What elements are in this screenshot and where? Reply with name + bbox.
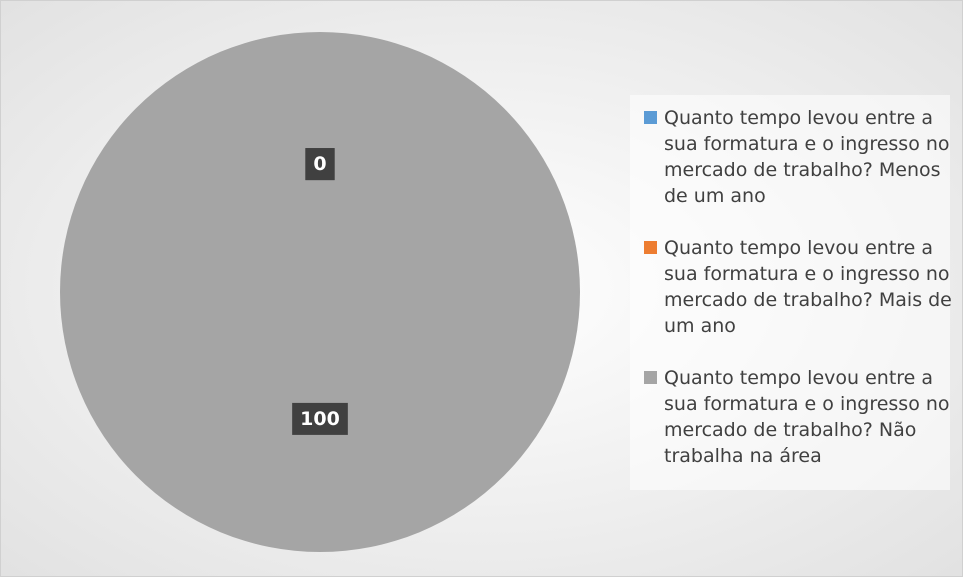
legend-label: Quanto tempo levou entre a sua formatura… [664, 107, 950, 207]
legend: Quanto tempo levou entre a sua formatura… [630, 95, 952, 490]
data-label-box [305, 148, 335, 181]
data-labels: 00100 [292, 148, 348, 435]
data-label: 100 [300, 408, 340, 430]
legend-label: Quanto tempo levou entre a sua formatura… [664, 237, 952, 337]
legend-item: Quanto tempo levou entre a sua formatura… [644, 235, 963, 339]
legend-item: Quanto tempo levou entre a sua formatura… [644, 105, 963, 209]
legend-swatch [644, 241, 657, 254]
legend-swatch [644, 371, 657, 384]
legend-label: Quanto tempo levou entre a sua formatura… [664, 367, 950, 467]
data-label-box [292, 402, 348, 435]
pie-slice [60, 32, 580, 552]
legend-item: Quanto tempo levou entre a sua formatura… [644, 365, 963, 469]
pie [60, 32, 580, 552]
data-label: 0 [313, 153, 326, 175]
legend-swatch [644, 111, 657, 124]
